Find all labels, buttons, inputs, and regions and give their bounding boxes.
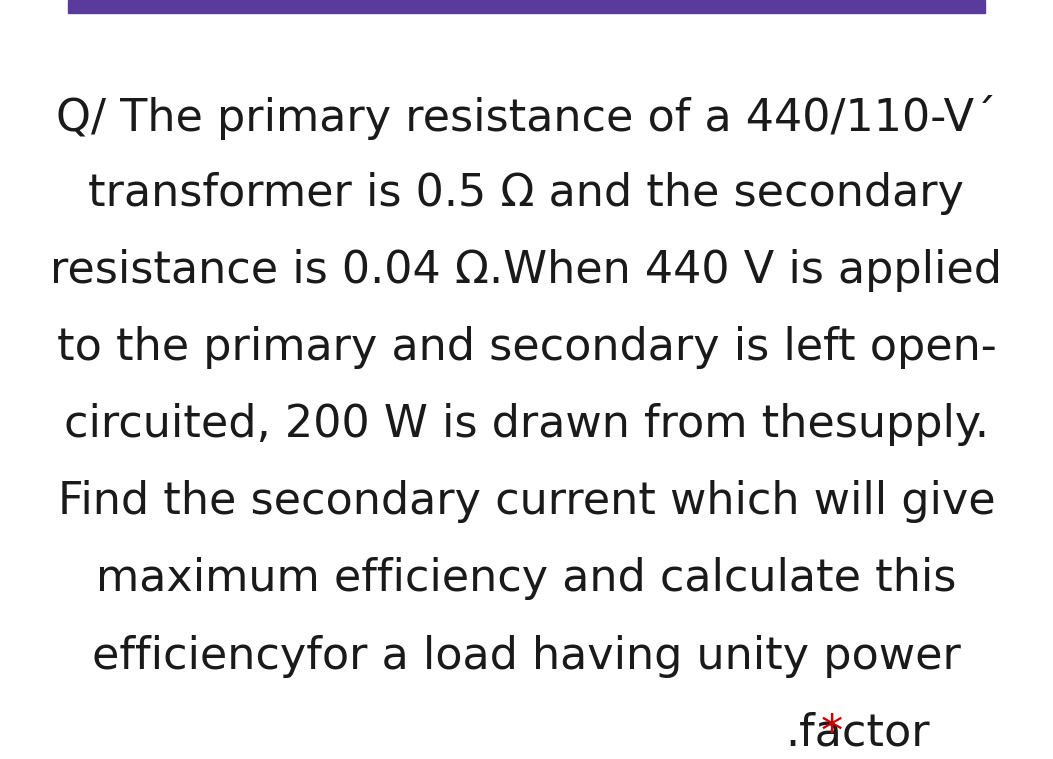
- Text: resistance is 0.04 Ω.When 440 V is applied: resistance is 0.04 Ω.When 440 V is appli…: [51, 250, 1002, 292]
- Text: circuited, 200 W is drawn from thesupply.: circuited, 200 W is drawn from thesupply…: [64, 404, 989, 446]
- Text: .factor: .factor: [786, 711, 930, 754]
- Text: to the primary and secondary is left open-: to the primary and secondary is left ope…: [57, 326, 996, 370]
- Text: Find the secondary current which will give: Find the secondary current which will gi…: [58, 480, 995, 524]
- Text: transformer is 0.5 Ω and the secondary: transformer is 0.5 Ω and the secondary: [88, 172, 965, 216]
- Text: maximum efficiency and calculate this: maximum efficiency and calculate this: [96, 557, 957, 600]
- Bar: [68, 0, 985, 13]
- Text: Q/ The primary resistance of a 440/110-V´: Q/ The primary resistance of a 440/110-V…: [56, 96, 997, 140]
- Text: efficiencyfor a load having unity power: efficiencyfor a load having unity power: [92, 635, 961, 678]
- Text: *: *: [820, 711, 842, 754]
